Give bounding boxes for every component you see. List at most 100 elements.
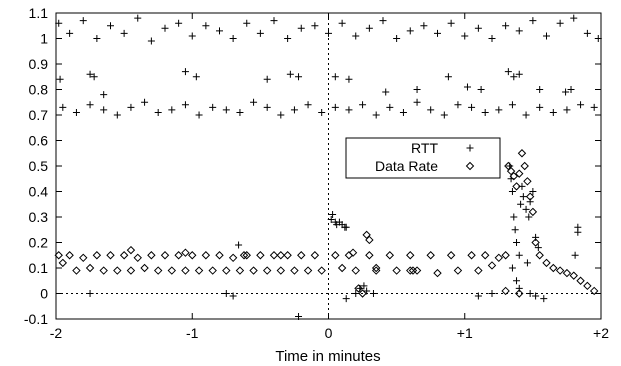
- data-rate-point: [318, 267, 325, 274]
- rtt-point: [57, 76, 64, 83]
- rtt-point: [574, 229, 581, 236]
- rtt-point: [512, 226, 519, 233]
- data-rate-point: [114, 267, 121, 274]
- rtt-point: [509, 101, 516, 108]
- data-rate-point: [373, 267, 380, 274]
- rtt-point: [572, 252, 579, 259]
- rtt-point: [527, 198, 534, 205]
- data-rate-point: [434, 270, 441, 277]
- data-rate-point: [196, 267, 203, 274]
- rtt-point: [175, 20, 182, 27]
- rtt-point: [536, 86, 543, 93]
- data-rate-point: [584, 282, 591, 289]
- data-rate-point: [155, 267, 162, 274]
- rtt-point: [87, 290, 94, 297]
- rtt-point: [329, 211, 336, 218]
- data-rate-point: [448, 252, 455, 259]
- data-rate-point: [127, 267, 134, 274]
- data-rate-point: [257, 252, 264, 259]
- rtt-point: [345, 76, 352, 83]
- data-rate-point: [121, 252, 128, 259]
- rtt-point: [141, 99, 148, 106]
- data-rate-point: [209, 267, 216, 274]
- rtt-point: [73, 109, 80, 116]
- y-tick-label: 0.5: [29, 158, 49, 174]
- data-rate-point: [168, 267, 175, 274]
- data-rate-point: [557, 267, 564, 274]
- rtt-point: [468, 104, 475, 111]
- data-rate-point: [475, 267, 482, 274]
- data-rate-point: [563, 270, 570, 277]
- data-rate-point: [482, 252, 489, 259]
- data-rate-point: [134, 254, 141, 261]
- data-rate-point: [529, 208, 536, 215]
- rtt-point: [284, 35, 291, 42]
- data-rate-point: [236, 267, 243, 274]
- rtt-point: [134, 15, 141, 22]
- rtt-point: [478, 86, 485, 93]
- rtt-point: [189, 32, 196, 39]
- rtt-point: [475, 293, 482, 300]
- data-rate-point: [489, 262, 496, 269]
- rtt-point: [400, 109, 407, 116]
- rtt-point: [448, 20, 455, 27]
- rtt-point: [550, 109, 557, 116]
- rtt-point: [243, 20, 250, 27]
- data-rate-point: [393, 267, 400, 274]
- rtt-point: [475, 25, 482, 32]
- rtt-point: [382, 89, 389, 96]
- data-rate-point: [243, 252, 250, 259]
- rtt-point: [182, 68, 189, 75]
- rtt-point: [523, 112, 530, 119]
- data-rate-point: [182, 267, 189, 274]
- rtt-point: [454, 101, 461, 108]
- rtt-point: [516, 27, 523, 34]
- rtt-point: [80, 17, 87, 24]
- data-rate-point: [162, 252, 169, 259]
- rtt-point: [557, 20, 564, 27]
- data-rate-point: [182, 249, 189, 256]
- data-rate-point: [543, 259, 550, 266]
- data-rate-point: [189, 252, 196, 259]
- rtt-point: [414, 86, 421, 93]
- data-rate-point: [291, 267, 298, 274]
- data-rate-point: [141, 265, 148, 272]
- rtt-point: [318, 109, 325, 116]
- rtt-point: [543, 32, 550, 39]
- rtt-point: [148, 38, 155, 45]
- rtt-point: [66, 30, 73, 37]
- rtt-point: [332, 104, 339, 111]
- rtt-point: [505, 68, 512, 75]
- rtt-point: [540, 295, 547, 302]
- data-rate-point: [241, 252, 248, 259]
- rtt-point: [509, 188, 516, 195]
- rtt-point: [386, 104, 393, 111]
- y-tick-label: 0.6: [29, 133, 49, 149]
- data-rate-point: [100, 267, 107, 274]
- rtt-point: [223, 106, 230, 113]
- reference-lines: [56, 13, 601, 319]
- rtt-point: [236, 109, 243, 116]
- rtt-point: [107, 22, 114, 29]
- rtt-point: [517, 201, 524, 208]
- rtt-point: [325, 30, 332, 37]
- rtt-point: [495, 106, 502, 113]
- data-rate-point: [366, 252, 373, 259]
- x-tick-label: -1: [186, 325, 199, 341]
- y-tick-label: -0.1: [24, 311, 48, 327]
- rtt-point: [223, 290, 230, 297]
- rtt-point: [461, 32, 468, 39]
- rtt-point: [59, 104, 66, 111]
- y-tick-label: 1.1: [29, 5, 49, 21]
- rtt-point: [162, 25, 169, 32]
- y-tick-label: 0.4: [29, 184, 49, 200]
- data-rate-point: [202, 252, 209, 259]
- y-tick-label: 0.3: [29, 209, 49, 225]
- data-rate-point: [93, 252, 100, 259]
- rtt-point: [524, 259, 531, 266]
- rtt-point: [509, 265, 516, 272]
- data-rate-point: [311, 252, 318, 259]
- data-rate-point: [223, 267, 230, 274]
- rtt-point: [532, 234, 539, 241]
